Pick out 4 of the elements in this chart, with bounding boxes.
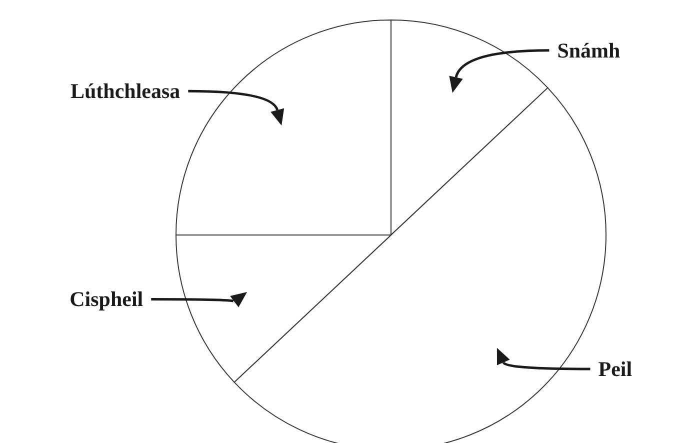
slice-label: Peil <box>598 357 632 382</box>
slice-label: Snámh <box>557 38 621 62</box>
slice-label: Lúthchleasa <box>70 79 181 104</box>
slice-label: Cispheil <box>70 287 144 312</box>
